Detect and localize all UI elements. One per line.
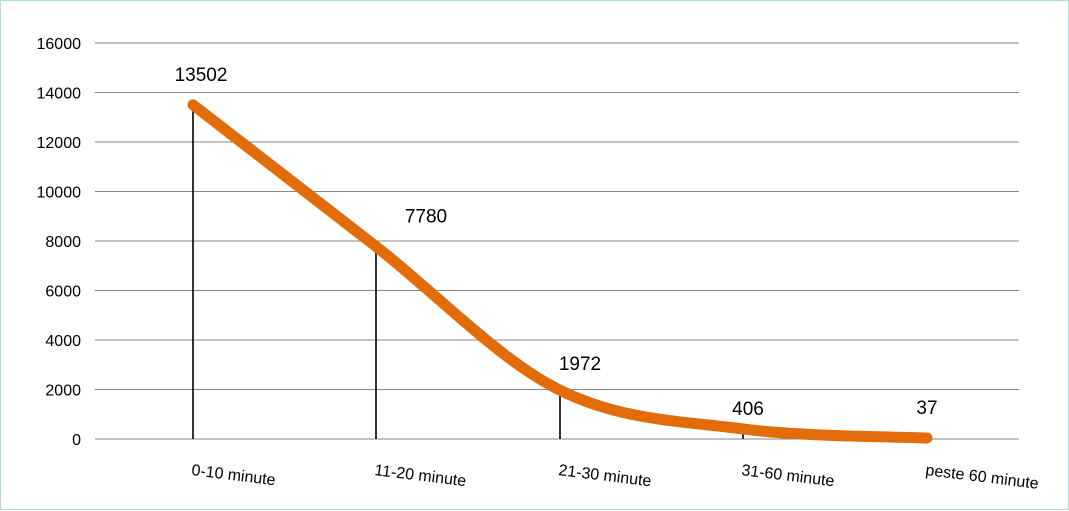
x-axis-tick-labels: 0-10 minute 11-20 minute 21-30 minute 31-60… bbox=[191, 462, 1040, 493]
x-tick-label: 21-30 minute bbox=[558, 462, 653, 490]
y-tick-label: 14000 bbox=[37, 86, 82, 103]
x-tick-label: 0-10 minute bbox=[191, 462, 277, 489]
data-labels: 13502 7780 1972 406 37 bbox=[175, 65, 938, 420]
data-label-1: 7780 bbox=[405, 206, 447, 227]
x-tick-label: peste 60 minute bbox=[925, 462, 1040, 493]
x-tick-label: 31-60 minute bbox=[741, 462, 836, 490]
data-label-4: 37 bbox=[916, 398, 937, 419]
y-axis-tick-labels: 0 2000 4000 6000 8000 10000 12000 14000 16000 bbox=[37, 36, 82, 449]
gridlines bbox=[95, 42, 1019, 440]
series-line bbox=[187, 99, 933, 444]
x-tick-label: 11-20 minute bbox=[374, 462, 468, 490]
data-label-3: 406 bbox=[732, 399, 764, 420]
y-tick-label: 10000 bbox=[37, 185, 82, 202]
y-tick-label: 6000 bbox=[45, 284, 81, 301]
data-label-2: 1972 bbox=[559, 354, 601, 375]
y-tick-label: 8000 bbox=[45, 234, 81, 251]
series-line-path bbox=[187, 99, 933, 444]
y-tick-label: 4000 bbox=[45, 333, 81, 350]
data-label-0: 13502 bbox=[175, 65, 228, 86]
y-tick-label: 2000 bbox=[45, 383, 81, 400]
y-tick-label: 0 bbox=[72, 432, 81, 449]
y-tick-label: 16000 bbox=[37, 36, 82, 53]
y-tick-label: 12000 bbox=[37, 135, 82, 152]
